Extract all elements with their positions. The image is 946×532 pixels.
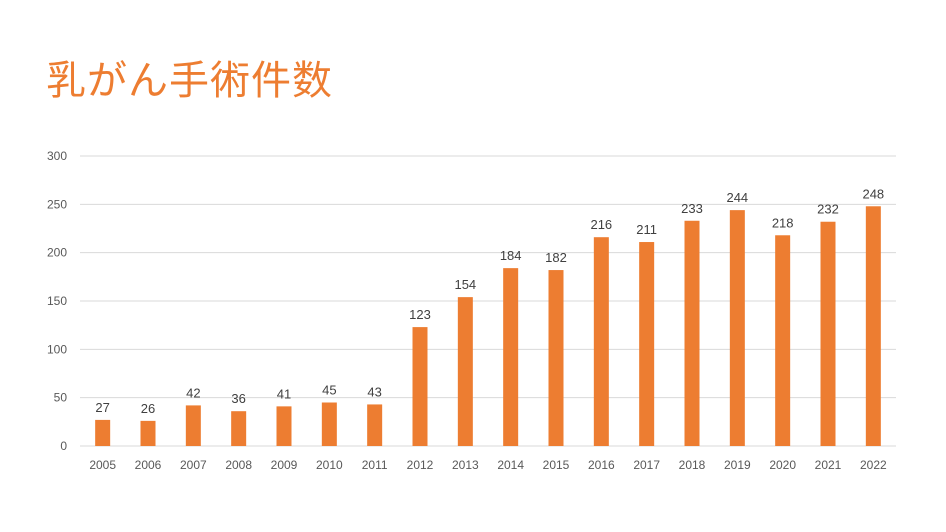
- x-tick-label-2009: 2009: [271, 458, 298, 472]
- y-tick-label-150: 150: [47, 294, 67, 308]
- bar-2021: [820, 221, 836, 446]
- data-label-2005: 27: [95, 400, 109, 415]
- data-label-2018: 233: [681, 201, 703, 216]
- y-tick-label-50: 50: [54, 391, 68, 405]
- x-tick-label-2008: 2008: [225, 458, 252, 472]
- x-tick-label-2019: 2019: [724, 458, 751, 472]
- x-tick-label-2018: 2018: [679, 458, 706, 472]
- x-tick-label-2020: 2020: [769, 458, 796, 472]
- bar-2015: [548, 270, 564, 446]
- data-label-2012: 123: [409, 307, 431, 322]
- y-tick-label-0: 0: [60, 439, 67, 453]
- x-tick-label-2006: 2006: [135, 458, 162, 472]
- data-label-2020: 218: [772, 215, 794, 230]
- bar-2019: [729, 210, 745, 446]
- x-tick-label-2011: 2011: [362, 458, 388, 472]
- bar-2022: [865, 206, 881, 446]
- x-tick-label-2013: 2013: [452, 458, 479, 472]
- data-label-2016: 216: [590, 217, 612, 232]
- x-tick-label-2015: 2015: [543, 458, 570, 472]
- bar-2011: [367, 404, 383, 446]
- data-label-2007: 42: [186, 385, 200, 400]
- data-label-2011: 43: [367, 384, 381, 399]
- data-label-2017: 211: [636, 222, 657, 237]
- y-tick-label-300: 300: [47, 149, 67, 163]
- data-label-2013: 154: [454, 277, 476, 292]
- bar-2007: [185, 405, 201, 446]
- bar-2020: [775, 235, 791, 446]
- x-tick-label-2021: 2021: [815, 458, 842, 472]
- data-label-2019: 244: [726, 190, 748, 205]
- data-label-2021: 232: [817, 202, 839, 217]
- x-tick-label-2012: 2012: [407, 458, 434, 472]
- data-label-2009: 41: [277, 386, 291, 401]
- bar-2006: [140, 420, 156, 446]
- data-label-2006: 26: [141, 401, 155, 416]
- x-tick-label-2017: 2017: [633, 458, 660, 472]
- x-tick-label-2022: 2022: [860, 458, 887, 472]
- y-tick-label-100: 100: [47, 342, 67, 356]
- bar-2005: [95, 419, 111, 446]
- x-tick-label-2010: 2010: [316, 458, 343, 472]
- x-tick-label-2016: 2016: [588, 458, 615, 472]
- x-tick-label-2005: 2005: [89, 458, 116, 472]
- bar-2017: [639, 242, 655, 446]
- chart-title: 乳がん手術件数: [46, 58, 333, 104]
- bar-2012: [412, 327, 428, 446]
- bar-2010: [321, 402, 337, 446]
- data-label-2015: 182: [545, 250, 567, 265]
- data-label-2014: 184: [500, 248, 522, 263]
- x-tick-label-2007: 2007: [180, 458, 207, 472]
- bar-2018: [684, 220, 700, 446]
- bar-2014: [503, 268, 519, 446]
- data-label-2022: 248: [862, 186, 884, 201]
- bar-2016: [593, 237, 609, 446]
- y-tick-label-250: 250: [47, 197, 67, 211]
- bar-2009: [276, 406, 292, 446]
- y-tick-label-200: 200: [47, 246, 67, 260]
- bar-2013: [457, 297, 473, 446]
- x-tick-label-2014: 2014: [497, 458, 524, 472]
- data-label-2010: 45: [322, 383, 336, 398]
- data-label-2008: 36: [231, 391, 245, 406]
- bar-2008: [231, 411, 247, 446]
